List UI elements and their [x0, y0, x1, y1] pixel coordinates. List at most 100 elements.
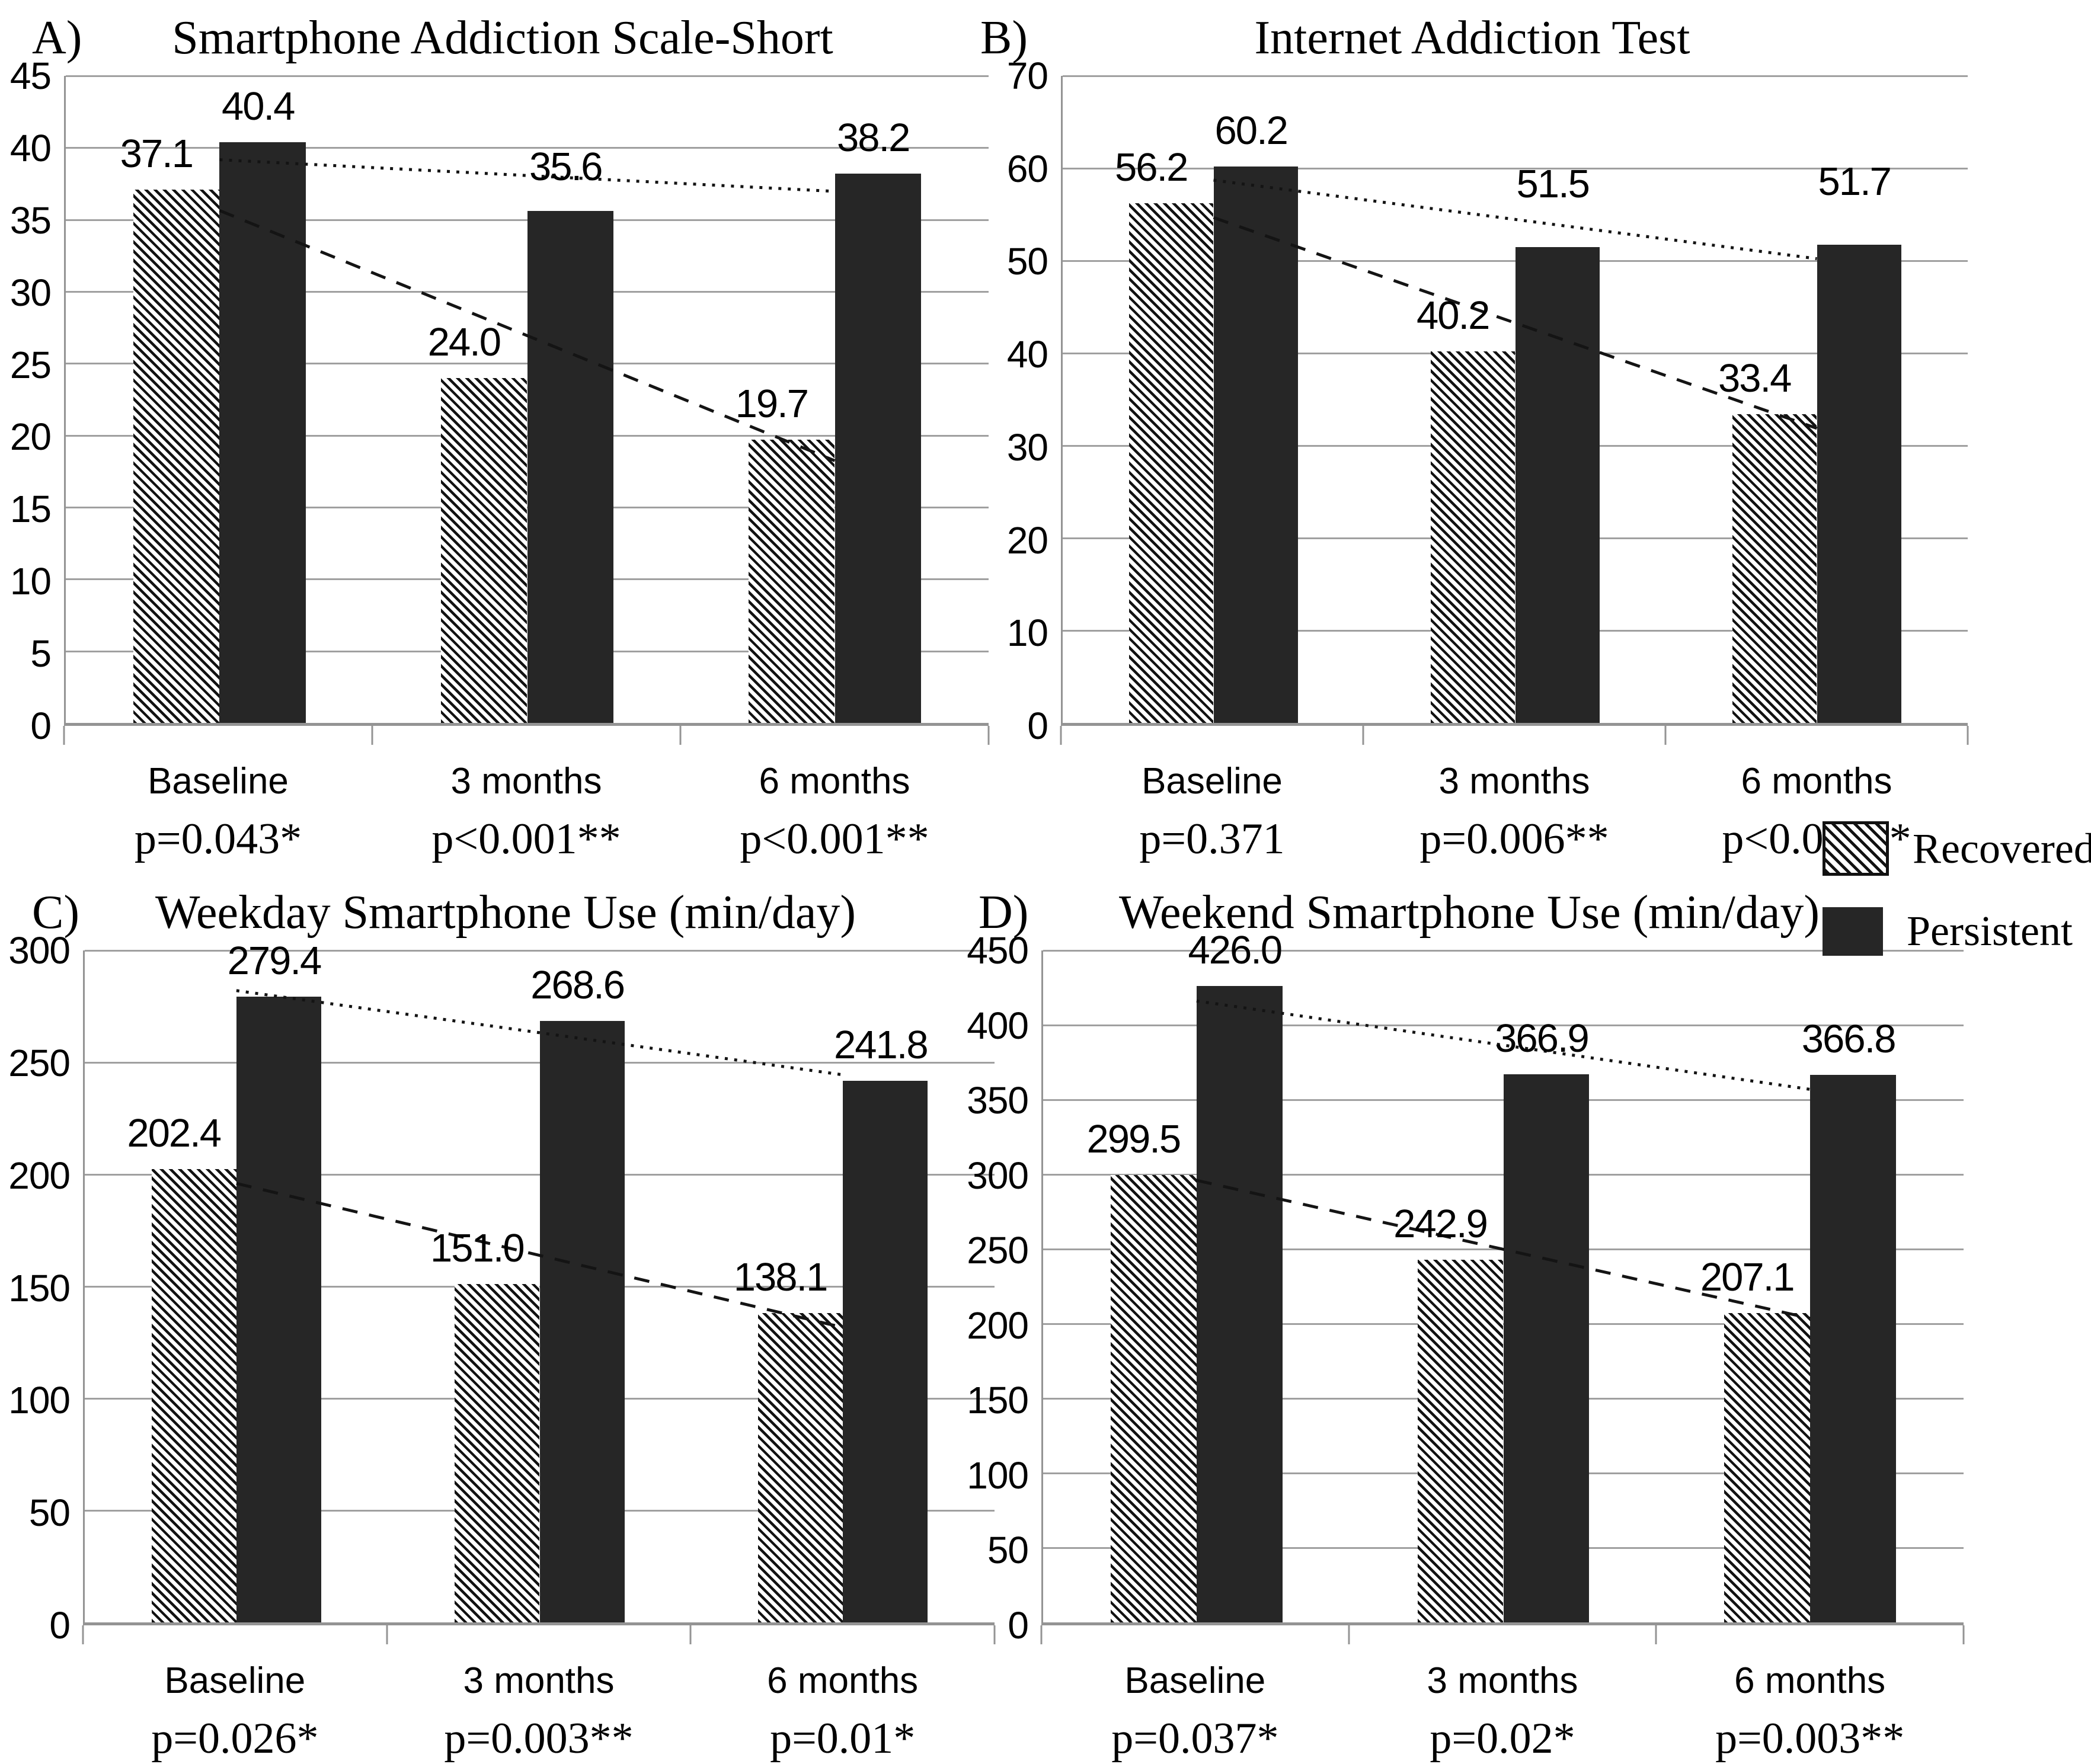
x-axis-ticks-row: [977, 726, 1969, 745]
p-values-row: p=0.026* p=0.003** p=0.01*: [17, 1714, 995, 1764]
y-tick-label: 30: [1006, 425, 1048, 469]
y-tick-label: 10: [9, 560, 52, 603]
data-label: 151.0: [430, 1226, 525, 1271]
data-label: 24.0: [427, 319, 501, 364]
y-tick-label: 0: [1008, 1604, 1029, 1647]
recovered-bar-baseline: [133, 189, 220, 723]
x-tick-mark: [1040, 1625, 1043, 1644]
gutter-spacer: [17, 1625, 83, 1644]
x-tick-mark: [993, 1625, 996, 1644]
y-tick-label: 150: [967, 1379, 1029, 1422]
gutter-spacer: [17, 726, 64, 745]
legend: Recovered Persistent: [1823, 821, 2091, 987]
y-tick-label: 300: [8, 929, 71, 972]
category-labels-row: Baseline 3 months 6 months: [17, 760, 989, 802]
y-tick-label: 50: [28, 1491, 71, 1535]
gutter-spacer: [17, 1660, 83, 1702]
x-tick-mark: [1060, 726, 1062, 745]
x-tick-mark: [1962, 1625, 1965, 1644]
panel-title-text: Smartphone Addiction Scale-Short: [172, 12, 833, 64]
y-tick-label: 150: [8, 1266, 71, 1310]
recovered-bar-3-months: [441, 377, 527, 723]
panel-letter-label: D): [979, 886, 1029, 939]
data-label: 51.5: [1516, 161, 1590, 206]
category-labels: Baseline 3 months 6 months: [1041, 1660, 1964, 1702]
plot-area: 299.5 242.9 207.1 426.0 366.9 366.8: [1041, 928, 1964, 1625]
p-value-label: p=0.01*: [770, 1714, 916, 1763]
x-tick-mark: [689, 1625, 692, 1644]
x-axis-ticks: [1040, 1625, 1965, 1644]
y-tick-label: 100: [8, 1379, 71, 1422]
x-tick-mark: [987, 726, 990, 745]
gutter-spacer: [975, 1660, 1041, 1702]
data-label: 207.1: [1700, 1255, 1795, 1300]
x-axis-ticks-row: [975, 1625, 1965, 1644]
y-tick-label: 5: [30, 632, 52, 675]
category-label: Baseline: [1124, 1660, 1266, 1701]
panel-title-text: Internet Addiction Test: [1254, 12, 1690, 64]
p-value-label: p=0.026*: [151, 1714, 319, 1763]
gutter-spacer: [977, 760, 1061, 802]
y-axis-labels: 300 250 200 150 100 50 0: [8, 929, 83, 1647]
gridline: [85, 950, 995, 952]
gridline: [1043, 950, 1964, 952]
y-axis-labels: 450 400 350 300 250 200 150 100 50 0: [967, 929, 1041, 1647]
data-label: 33.4: [1718, 356, 1792, 401]
gutter-spacer: [17, 760, 64, 802]
category-labels: Baseline 3 months 6 months: [83, 1660, 995, 1702]
data-label: 138.1: [733, 1254, 829, 1299]
gridline: [66, 75, 989, 77]
plot-area: 202.4 151.0 138.1 279.4 268.6 241.8: [83, 939, 995, 1625]
category-label: 6 months: [759, 761, 910, 802]
panel-title-text: Weekday Smartphone Use (min/day): [155, 886, 856, 939]
p-value-label: p=0.037*: [1111, 1714, 1279, 1763]
chart-area: 450 400 350 300 250 200 150 100 50 0 299.5 242.9 20…: [967, 928, 1964, 1647]
x-tick-mark: [1655, 1625, 1657, 1644]
y-tick-label: 250: [967, 1229, 1029, 1272]
p-value-label: p=0.043*: [134, 815, 302, 863]
data-label: 35.6: [529, 145, 603, 190]
gutter-spacer: [975, 1714, 1041, 1764]
persistent-bar-baseline: [1196, 986, 1283, 1622]
persistent-bar-6-months: [1810, 1074, 1897, 1622]
chart-panel: B) Internet Addiction Test 70 60 50 40 30 20 1…: [977, 6, 1969, 865]
panel-letter-label: A): [32, 12, 82, 64]
y-tick-label: 0: [30, 705, 52, 747]
data-label: 56.2: [1115, 145, 1188, 190]
y-tick-label: 0: [1027, 705, 1048, 747]
data-label: 19.7: [735, 381, 809, 426]
recovered-bar-3-months: [1417, 1259, 1504, 1622]
data-label: 366.8: [1801, 1016, 1897, 1061]
data-label: 51.7: [1818, 159, 1892, 204]
plot-area: 37.1 24.0 19.7 40.4 35.6 38.2: [64, 75, 989, 726]
persistent-bar-6-months: [843, 1081, 928, 1622]
chart-area: 300 250 200 150 100 50 0 202.4 151.0 138.1 279.4 2…: [8, 929, 995, 1647]
x-tick-mark: [1362, 726, 1364, 745]
chart-panel: D) Weekend Smartphone Use (min/day) 450 4…: [967, 881, 1965, 1764]
x-tick-mark: [1967, 726, 1969, 745]
x-tick-mark: [371, 726, 373, 745]
legend-item-persistent: Persistent: [1823, 907, 2091, 956]
category-label: 3 months: [1438, 761, 1590, 802]
y-tick-label: 40: [1006, 333, 1048, 376]
category-labels-row: Baseline 3 months 6 months: [977, 760, 1968, 802]
data-label: 40.2: [1417, 293, 1490, 338]
gutter-spacer: [977, 814, 1061, 865]
y-tick-label: 400: [967, 1004, 1029, 1047]
y-tick-label: 350: [967, 1079, 1029, 1122]
gutter-spacer: [17, 814, 64, 865]
y-axis-labels: 45 40 35 30 25 20 15 10 5 0: [10, 55, 64, 747]
category-labels-row: Baseline 3 months 6 months: [17, 1660, 995, 1702]
p-value-labels: p=0.026* p=0.003** p=0.01*: [83, 1714, 995, 1764]
category-label: 6 months: [1734, 1660, 1886, 1701]
p-value-label: p=0.02*: [1430, 1714, 1575, 1763]
p-values-row: p=0.037* p=0.02* p=0.003**: [975, 1714, 1964, 1764]
category-label: 3 months: [450, 761, 602, 802]
y-tick-label: 10: [1006, 612, 1048, 655]
persistent-bar-3-months: [1515, 246, 1600, 723]
x-axis-ticks: [63, 726, 990, 745]
category-label: 6 months: [1741, 761, 1892, 802]
data-label: 38.2: [836, 116, 910, 161]
category-labels-row: Baseline 3 months 6 months: [975, 1660, 1964, 1702]
panel-title: D) Weekend Smartphone Use (min/day): [975, 881, 1964, 945]
